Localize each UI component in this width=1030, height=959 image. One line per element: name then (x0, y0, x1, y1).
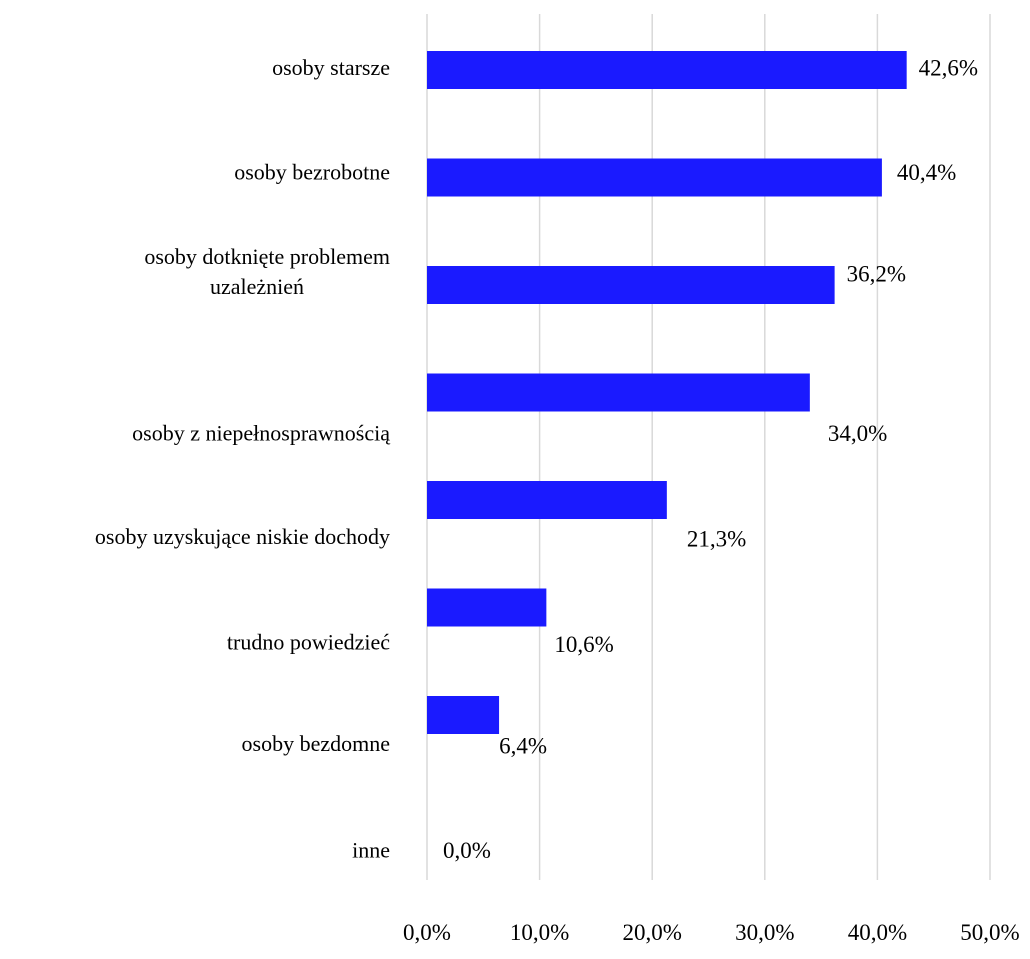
category-label: osoby bezrobotne (234, 160, 390, 185)
x-tick-label: 10,0% (510, 920, 569, 945)
category-label: osoby starsze (272, 55, 390, 80)
x-tick-label: 50,0% (960, 920, 1019, 945)
data-label: 21,3% (687, 526, 746, 551)
bar (427, 51, 907, 89)
labels: 0,0% 10,0% 20,0% 30,0% 40,0% 50,0% osoby stars… (95, 55, 1020, 945)
bar (427, 481, 667, 519)
category-label: osoby z niepełnosprawnością (132, 421, 390, 446)
category-label: inne (352, 838, 390, 863)
data-label: 36,2% (847, 261, 906, 286)
category-label-line: uzależnień (210, 274, 304, 299)
x-tick-label: 30,0% (735, 920, 794, 945)
data-label: 34,0% (828, 421, 887, 446)
category-label-line: osoby dotknięte problemem (144, 244, 390, 269)
data-label: 42,6% (919, 55, 978, 80)
data-label: 0,0% (443, 838, 491, 863)
x-tick-label: 0,0% (403, 920, 451, 945)
data-label: 6,4% (499, 733, 547, 758)
bar (427, 266, 835, 304)
grid (426, 14, 991, 880)
bars (427, 51, 907, 734)
bar (427, 373, 810, 412)
x-tick-label: 40,0% (848, 920, 907, 945)
category-label: osoby bezdomne (242, 731, 390, 756)
bar (427, 696, 500, 734)
data-label: 10,6% (554, 632, 613, 657)
bar (427, 588, 547, 627)
category-label: osoby uzyskujące niskie dochody (95, 524, 390, 549)
bar (427, 158, 882, 197)
data-label: 40,4% (897, 160, 956, 185)
x-tick-label: 20,0% (622, 920, 681, 945)
category-label: osoby dotknięte problemem uzależnień (144, 244, 390, 299)
category-label: trudno powiedzieć (227, 630, 390, 655)
